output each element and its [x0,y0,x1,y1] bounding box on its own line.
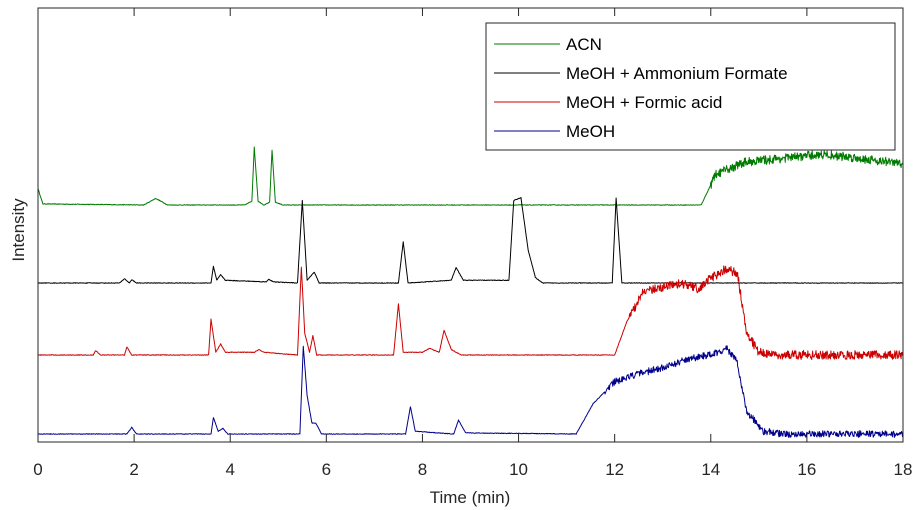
legend-label: MeOH + Formic acid [566,93,722,112]
x-tick-label: 0 [33,460,42,479]
x-tick-label: 6 [322,460,331,479]
legend-label: MeOH + Ammonium Formate [566,64,788,83]
traces-group [37,146,904,438]
legend-label: MeOH [566,122,615,141]
x-tick-label: 16 [797,460,816,479]
y-axis-label: Intensity [9,198,28,262]
x-tick-label: 8 [418,460,427,479]
x-tick-label: 18 [894,460,913,479]
series-line-acn [37,146,904,206]
x-tick-label: 14 [701,460,720,479]
x-tick-label: 12 [605,460,624,479]
series-line-meoh-ammonium-formate [37,196,904,284]
series-line-meoh-formic-acid [37,265,904,360]
series-line-meoh [37,345,904,438]
x-axis-label: Time (min) [430,488,511,507]
x-tick-label: 2 [129,460,138,479]
x-tick-label: 4 [225,460,234,479]
plot-frame [37,7,904,443]
x-axis-ticks: 0 2 4 6 8 10 12 14 16 18 [33,8,912,479]
legend-label: ACN [566,35,602,54]
legend-items: ACN MeOH + Ammonium Formate MeOH + Formic … [494,35,788,141]
legend: ACN MeOH + Ammonium Formate MeOH + Formic … [485,22,896,151]
x-tick-label: 10 [509,460,528,479]
